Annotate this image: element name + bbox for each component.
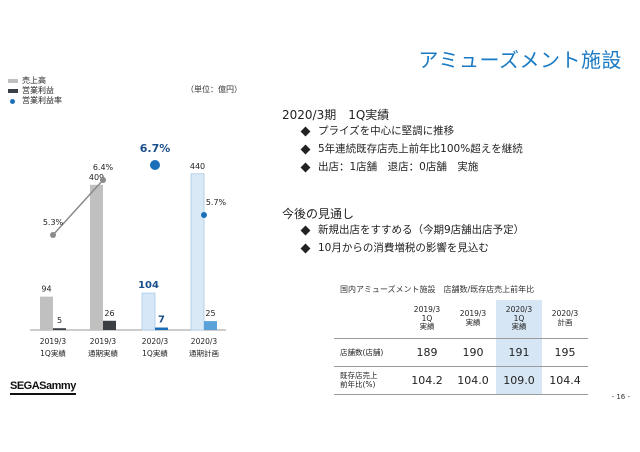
op-income-bar bbox=[53, 328, 66, 330]
outlook-bullet-text: 10月からの消費増税の影響を見込む bbox=[318, 242, 489, 254]
x-tick-label: 2020/3 bbox=[191, 337, 218, 346]
revenue-value-label: 94 bbox=[41, 285, 51, 294]
page-number: - 16 - bbox=[611, 393, 630, 401]
table-row-label: 既存店売上 前年比(%) bbox=[334, 365, 404, 395]
outlook-heading: 今後の見通し bbox=[282, 207, 355, 221]
table-col-header: 2019/3 実績 bbox=[459, 309, 487, 327]
op-income-bar bbox=[204, 321, 217, 330]
table-col-header: 2019/3 1Q 実績 bbox=[413, 305, 441, 331]
legend-label-revenue: 売上高 bbox=[22, 76, 46, 85]
outlook-bullet: 新規出店をすすめる（今期9店舗出店予定） bbox=[300, 221, 524, 239]
margin-point bbox=[201, 212, 207, 218]
revenue-bar bbox=[190, 173, 205, 331]
legend-label-operating-income: 営業利益 bbox=[22, 86, 54, 95]
chart-legend: 売上高 営業利益 営業利益率 bbox=[8, 76, 62, 106]
x-tick-label: 2019/3 bbox=[40, 337, 67, 346]
outlook-bullet: 10月からの消費増税の影響を見込む bbox=[300, 239, 524, 257]
x-tick-label: 通期計画 bbox=[189, 348, 219, 358]
results-bullet-text: 出店：1店舗 退店：0店舗 実施 bbox=[318, 161, 479, 173]
company-logo: SEGASammy bbox=[10, 380, 76, 392]
op-income-value-label: 26 bbox=[104, 309, 114, 318]
results-bullet: 出店：1店舗 退店：0店舗 実施 bbox=[300, 158, 523, 176]
table-cell: 104.4 bbox=[542, 365, 588, 395]
revenue-bar bbox=[40, 296, 53, 330]
op-income-value-label: 25 bbox=[205, 309, 215, 318]
table-row-label: 店舗数(店舗) bbox=[334, 337, 404, 366]
x-tick-label: 2020/3 bbox=[142, 337, 169, 346]
revenue-bar bbox=[141, 292, 156, 331]
table-cell: 195 bbox=[542, 337, 588, 366]
legend-item-operating-margin: 営業利益率 bbox=[8, 96, 62, 106]
margin-value-label: 5.3% bbox=[43, 218, 64, 227]
logo-underline bbox=[10, 393, 76, 395]
table-row: 既存店売上 前年比(%) 104.2 104.0 109.0 104.4 bbox=[334, 365, 588, 395]
outlook-bullet-text: 新規出店をすすめる（今期9店舗出店予定） bbox=[318, 224, 525, 236]
margin-point bbox=[100, 177, 106, 183]
table-caption: 国内アミューズメント施設 店舗数/既存店売上前年比 bbox=[340, 285, 535, 294]
margin-value-label: 6.7% bbox=[140, 142, 171, 155]
table-row: 店舗数(店舗) 189 190 191 195 bbox=[334, 337, 588, 366]
diamond-bullet-icon bbox=[300, 225, 311, 235]
table-col-header: 2020/3 計画 bbox=[551, 309, 579, 327]
table-corner-cell bbox=[334, 300, 404, 338]
outlook-bullets: 新規出店をすすめる（今期9店舗出店予定） 10月からの消費増税の影響を見込む bbox=[300, 221, 524, 257]
results-bullet-text: プライズを中心に堅調に推移 bbox=[318, 125, 455, 137]
margin-point bbox=[50, 232, 56, 238]
legend-item-revenue: 売上高 bbox=[8, 76, 62, 86]
legend-swatch-revenue bbox=[8, 79, 18, 83]
x-tick-label: 通期実績 bbox=[88, 348, 118, 358]
op-income-value-label: 5 bbox=[57, 316, 62, 325]
margin-value-label: 5.7% bbox=[206, 198, 227, 207]
revenue-value-label: 440 bbox=[190, 162, 205, 171]
legend-swatch-operating-margin bbox=[10, 98, 15, 104]
legend-swatch-operating-income bbox=[8, 89, 18, 93]
revenue-bar bbox=[90, 184, 103, 330]
diamond-bullet-icon bbox=[300, 243, 311, 253]
margin-value-label: 6.4% bbox=[93, 163, 114, 172]
op-income-value-label: 7 bbox=[158, 315, 165, 326]
margin-line bbox=[52, 179, 104, 236]
results-bullets: プライズを中心に堅調に推移 5年連続既存店売上前年比100%超えを継続 出店：1… bbox=[300, 122, 523, 176]
results-bullet: プライズを中心に堅調に推移 bbox=[300, 122, 523, 140]
x-tick-label: 1Q実績 bbox=[40, 348, 66, 358]
table-cell: 104.2 bbox=[404, 365, 450, 395]
legend-label-operating-margin: 営業利益率 bbox=[22, 96, 62, 105]
diamond-bullet-icon bbox=[300, 126, 311, 136]
table-cell-highlight: 191 bbox=[496, 337, 542, 366]
table-cell: 190 bbox=[450, 337, 496, 366]
table-cell: 104.0 bbox=[450, 365, 496, 395]
page-title: アミューズメント施設 bbox=[418, 48, 622, 72]
legend-item-operating-income: 営業利益 bbox=[8, 86, 62, 96]
results-bullet-text: 5年連続既存店売上前年比100%超えを継続 bbox=[318, 143, 523, 155]
table-cell-highlight: 109.0 bbox=[496, 365, 542, 395]
store-stats-table: 2019/3 1Q 実績 2019/3 実績 2020/3 1Q 実績 2020/3 計画 … bbox=[334, 300, 588, 395]
results-heading: 2020/3期 1Q実績 bbox=[282, 108, 390, 122]
op-income-bar bbox=[103, 320, 116, 330]
x-tick-label: 2019/3 bbox=[90, 337, 117, 346]
table-header-row: 2019/3 1Q 実績 2019/3 実績 2020/3 1Q 実績 2020/3 計画 bbox=[334, 300, 588, 338]
revenue-value-label: 409 bbox=[89, 173, 104, 182]
diamond-bullet-icon bbox=[300, 162, 311, 172]
results-bullet: 5年連続既存店売上前年比100%超えを継続 bbox=[300, 140, 523, 158]
table-cell: 189 bbox=[404, 337, 450, 366]
op-income-bar bbox=[155, 327, 168, 330]
table-col-header-highlight: 2020/3 1Q 実績 bbox=[496, 300, 542, 338]
unit-note: （単位：億円） bbox=[186, 85, 242, 94]
bar-chart: 94 5 2019/3 1Q実績 409 26 2019/3 通期実績 104 7 2020/3 1Q… bbox=[30, 142, 227, 358]
diamond-bullet-icon bbox=[300, 144, 311, 154]
revenue-value-label: 104 bbox=[138, 280, 159, 291]
margin-point bbox=[150, 160, 160, 170]
x-tick-label: 1Q実績 bbox=[142, 348, 168, 358]
